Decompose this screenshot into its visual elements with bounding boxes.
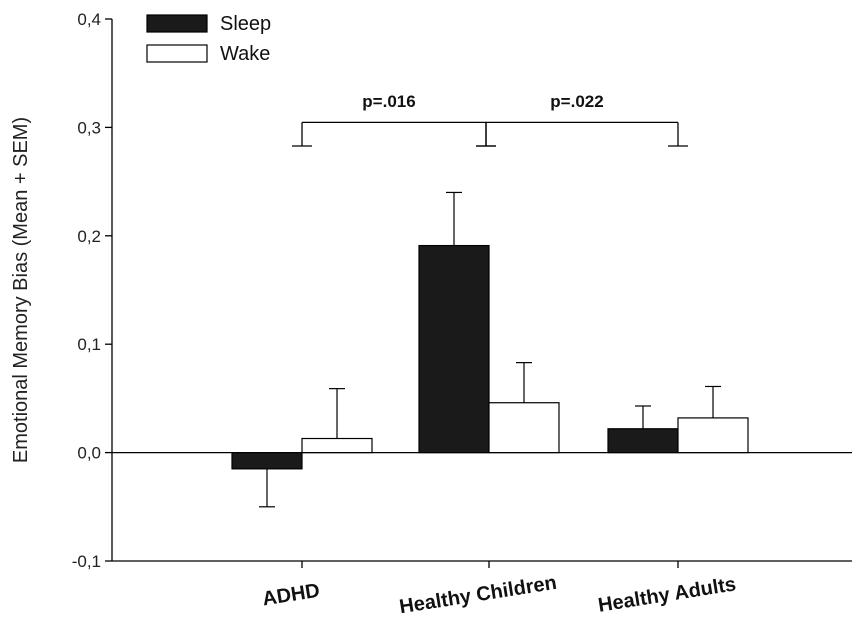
legend-label-sleep: Sleep <box>220 13 271 35</box>
y-tick-label: 0,1 <box>77 335 101 354</box>
y-tick-label: 0,3 <box>77 118 101 137</box>
bar-wake <box>677 417 749 454</box>
bar-wake <box>488 402 560 454</box>
category-label: Healthy Adults <box>597 573 738 617</box>
bar-sleep <box>418 244 490 454</box>
legend-swatch-sleep <box>146 14 208 33</box>
legend-label-wake: Wake <box>220 43 270 65</box>
significance-bracket: p=.022 <box>476 92 688 147</box>
legend-swatch-wake <box>146 44 208 63</box>
category-label: Healthy Children <box>398 572 558 619</box>
legend: Sleep Wake <box>146 13 271 65</box>
p-value-label: p=.016 <box>362 92 415 111</box>
bars <box>231 191 749 508</box>
y-tick-label: 0,4 <box>77 10 101 29</box>
y-tick-label: -0,1 <box>72 552 101 571</box>
y-tick-label: 0,0 <box>77 444 101 463</box>
annotations: p=.016 p=.022 <box>292 92 688 147</box>
bar-sleep <box>231 452 303 470</box>
y-axis-title: Emotional Memory Bias (Mean + SEM) <box>10 117 32 463</box>
bar-wake <box>301 437 373 454</box>
bar-sleep <box>607 428 679 454</box>
p-value-label: p=.022 <box>550 92 603 111</box>
y-tick-label: 0,2 <box>77 227 101 246</box>
significance-bracket: p=.016 <box>292 92 496 147</box>
category-label: ADHD <box>261 580 322 611</box>
